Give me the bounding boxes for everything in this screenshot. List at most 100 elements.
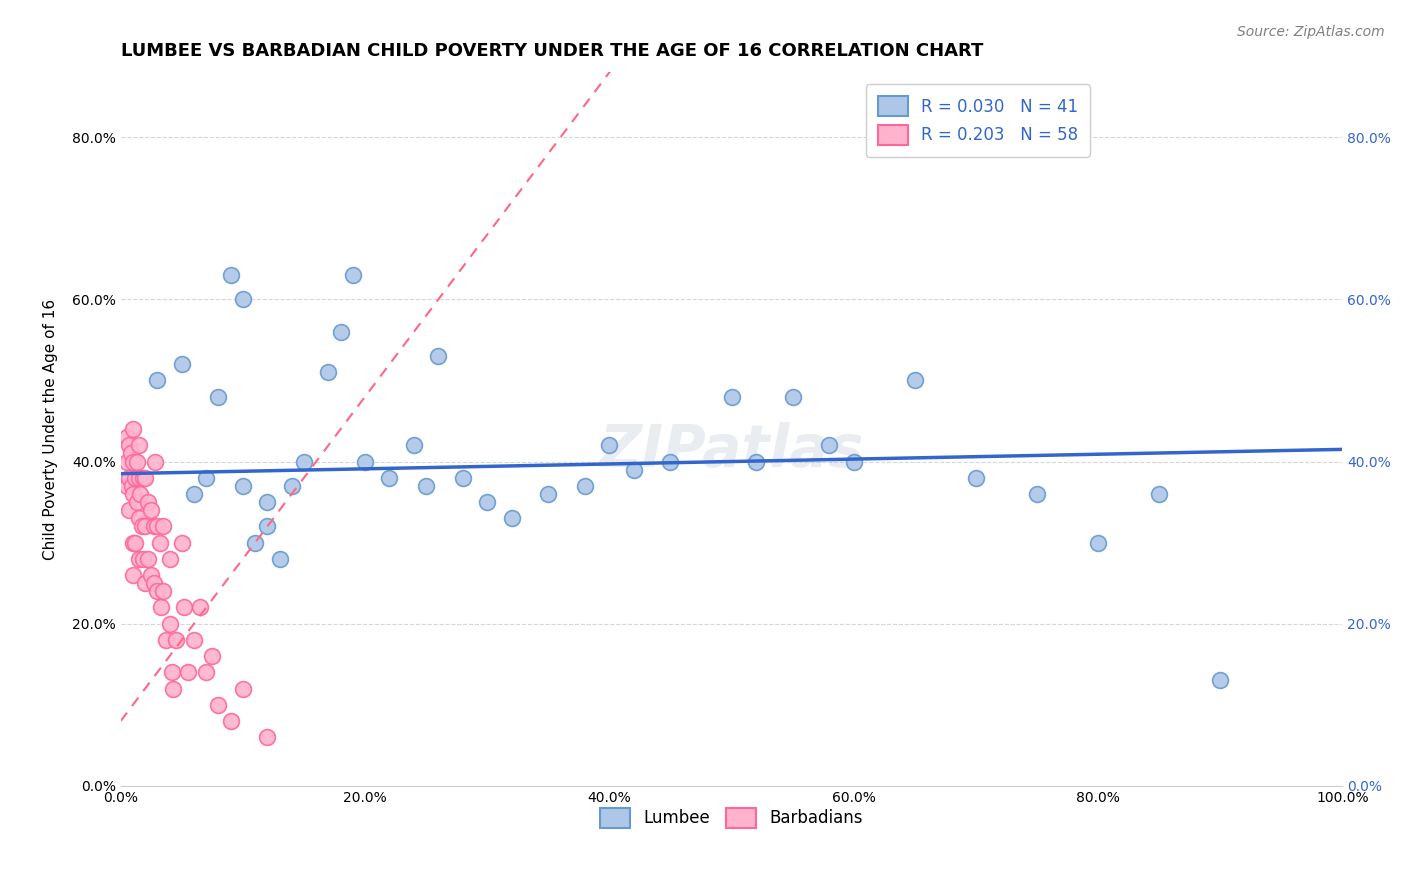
Lumbee: [818, 438, 841, 452]
Lumbee: [598, 438, 620, 452]
Text: ZIPatlas: ZIPatlas: [599, 422, 863, 479]
Lumbee: [842, 454, 865, 468]
Lumbee: [232, 479, 254, 493]
Barbadians: [183, 632, 205, 647]
Lumbee: [1025, 487, 1047, 501]
Lumbee: [243, 535, 266, 549]
Lumbee: [965, 471, 987, 485]
Barbadians: [160, 665, 183, 680]
Lumbee: [183, 487, 205, 501]
Y-axis label: Child Poverty Under the Age of 16: Child Poverty Under the Age of 16: [44, 299, 58, 559]
Lumbee: [378, 471, 401, 485]
Lumbee: [1209, 673, 1232, 688]
Barbadians: [122, 487, 145, 501]
Barbadians: [115, 479, 138, 493]
Barbadians: [256, 730, 278, 744]
Lumbee: [427, 349, 450, 363]
Barbadians: [201, 649, 224, 664]
Barbadians: [132, 471, 155, 485]
Lumbee: [232, 293, 254, 307]
Text: Source: ZipAtlas.com: Source: ZipAtlas.com: [1237, 25, 1385, 39]
Barbadians: [128, 471, 150, 485]
Lumbee: [782, 390, 804, 404]
Barbadians: [146, 584, 169, 599]
Lumbee: [342, 268, 364, 282]
Barbadians: [122, 454, 145, 468]
Barbadians: [128, 551, 150, 566]
Lumbee: [219, 268, 242, 282]
Lumbee: [537, 487, 560, 501]
Barbadians: [143, 454, 166, 468]
Lumbee: [269, 551, 291, 566]
Barbadians: [118, 503, 141, 517]
Barbadians: [152, 519, 174, 533]
Barbadians: [132, 551, 155, 566]
Lumbee: [1087, 535, 1109, 549]
Barbadians: [124, 471, 146, 485]
Barbadians: [115, 454, 138, 468]
Barbadians: [118, 438, 141, 452]
Barbadians: [142, 519, 165, 533]
Barbadians: [131, 519, 153, 533]
Lumbee: [745, 454, 768, 468]
Lumbee: [329, 325, 352, 339]
Barbadians: [195, 665, 218, 680]
Barbadians: [128, 438, 150, 452]
Barbadians: [141, 503, 163, 517]
Lumbee: [195, 471, 218, 485]
Barbadians: [188, 600, 211, 615]
Lumbee: [292, 454, 315, 468]
Text: LUMBEE VS BARBADIAN CHILD POVERTY UNDER THE AGE OF 16 CORRELATION CHART: LUMBEE VS BARBADIAN CHILD POVERTY UNDER …: [121, 42, 983, 60]
Lumbee: [451, 471, 474, 485]
Barbadians: [125, 454, 148, 468]
Barbadians: [207, 698, 229, 712]
Barbadians: [121, 479, 143, 493]
Barbadians: [122, 568, 145, 582]
Barbadians: [134, 471, 156, 485]
Lumbee: [720, 390, 742, 404]
Barbadians: [136, 551, 159, 566]
Lumbee: [574, 479, 596, 493]
Lumbee: [415, 479, 437, 493]
Lumbee: [904, 374, 927, 388]
Barbadians: [162, 681, 184, 696]
Barbadians: [177, 665, 200, 680]
Barbadians: [136, 495, 159, 509]
Lumbee: [318, 365, 340, 379]
Barbadians: [152, 584, 174, 599]
Barbadians: [219, 714, 242, 728]
Lumbee: [256, 519, 278, 533]
Lumbee: [659, 454, 682, 468]
Barbadians: [173, 600, 195, 615]
Lumbee: [623, 463, 645, 477]
Lumbee: [402, 438, 425, 452]
Barbadians: [122, 535, 145, 549]
Barbadians: [142, 576, 165, 591]
Barbadians: [165, 632, 187, 647]
Barbadians: [146, 519, 169, 533]
Lumbee: [354, 454, 377, 468]
Lumbee: [170, 357, 193, 371]
Lumbee: [1147, 487, 1170, 501]
Barbadians: [159, 551, 181, 566]
Barbadians: [170, 535, 193, 549]
Barbadians: [149, 535, 172, 549]
Barbadians: [118, 471, 141, 485]
Barbadians: [125, 495, 148, 509]
Barbadians: [134, 576, 156, 591]
Barbadians: [124, 535, 146, 549]
Barbadians: [129, 487, 152, 501]
Barbadians: [122, 422, 145, 436]
Barbadians: [159, 616, 181, 631]
Lumbee: [207, 390, 229, 404]
Barbadians: [134, 519, 156, 533]
Barbadians: [120, 446, 142, 460]
Lumbee: [281, 479, 304, 493]
Barbadians: [155, 632, 177, 647]
Barbadians: [141, 568, 163, 582]
Lumbee: [477, 495, 499, 509]
Lumbee: [146, 374, 169, 388]
Lumbee: [256, 495, 278, 509]
Legend: Lumbee, Barbadians: Lumbee, Barbadians: [593, 801, 870, 835]
Barbadians: [232, 681, 254, 696]
